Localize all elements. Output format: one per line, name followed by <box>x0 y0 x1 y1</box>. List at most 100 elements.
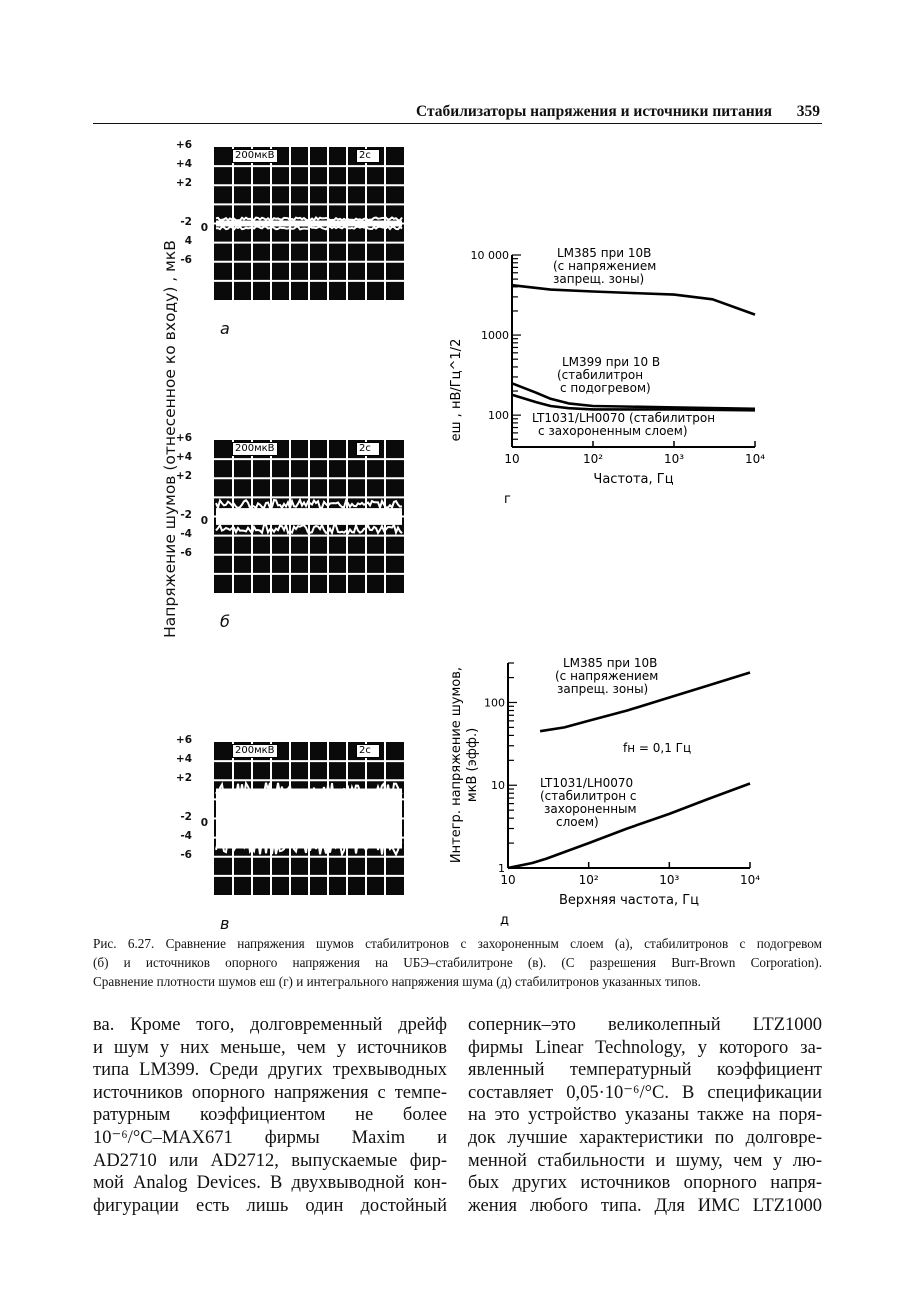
series-label: LM385 при 10В <box>557 246 651 260</box>
scope-y-tick-label: +4 <box>175 451 192 464</box>
scope-y-tick-label: +2 <box>175 177 192 190</box>
series-label: слоем) <box>556 815 599 829</box>
series-label: (стабилитрон <box>557 368 643 382</box>
scope-scale-label: 200мкВ <box>232 442 278 456</box>
series-line <box>507 782 751 870</box>
scope-y-tick-label: 0 <box>200 816 208 829</box>
text-line: явленный температурный коэффициент <box>468 1060 822 1081</box>
x-axis-label: Частота, Гц <box>593 472 673 487</box>
noise-trace-top <box>215 497 403 512</box>
scope-y-tick-label: 4 <box>184 234 192 247</box>
scope-y-tick-label: -2 <box>180 215 192 228</box>
y-axis-label: Интегр. напряжение шумов, <box>449 667 464 863</box>
scope-y-tick-label: -4 <box>180 527 192 540</box>
noise-band <box>216 220 402 227</box>
y-tick-label: 1 <box>498 862 505 875</box>
y-tick-label: 100 <box>484 696 505 709</box>
y-axis-label: мкВ (эфф.) <box>465 728 480 802</box>
text-line: соперник–это великолепный LTZ1000 <box>468 1015 822 1035</box>
text-line: типа LM399. Среди других трехвыводных <box>93 1060 447 1081</box>
series-line <box>539 671 751 733</box>
series-label: (с напряжением <box>553 259 656 273</box>
series-line <box>511 382 756 411</box>
scope-y-tick-label: 0 <box>200 514 208 527</box>
page-number: 359 <box>796 103 820 120</box>
scope-y-tick-label: +6 <box>175 432 192 445</box>
series-label: запрещ. зоны) <box>557 682 648 696</box>
panel-letter: д <box>500 913 509 928</box>
scope-y-tick-label: +6 <box>175 139 192 152</box>
noise-trace-bottom <box>215 832 403 858</box>
x-tick-label: 10² <box>579 873 599 887</box>
x-tick-label: 10 <box>500 873 515 887</box>
noise-band <box>216 508 402 525</box>
chart-annotation: fн = 0,1 Гц <box>623 741 691 755</box>
x-tick-label: 10³ <box>659 873 679 887</box>
scope-y-tick-label: +6 <box>175 734 192 747</box>
scope-scale-label: 200мкВ <box>232 149 278 163</box>
series-label: запрещ. зоны) <box>553 272 644 286</box>
panel-letter: а <box>220 319 230 338</box>
series-label: с захороненным слоем) <box>538 424 688 438</box>
x-tick-label: 10³ <box>664 452 684 466</box>
scope-time-label: 2с <box>356 744 380 758</box>
scope-y-tick-label: +4 <box>175 158 192 171</box>
series-label: (стабилитрон с <box>540 789 637 803</box>
body-right-column: соперник–это великолепный LTZ1000 фирмы … <box>468 1014 822 1217</box>
running-header-title: Стабилизаторы напряжения и источники пит… <box>415 103 772 120</box>
scope-y-tick-label: -2 <box>180 508 192 521</box>
text-line: бых других источников опорного напря- <box>468 1173 822 1194</box>
body-left-column: ва. Кроме того, долговременный дрейф и ш… <box>93 1014 447 1217</box>
x-tick-label: 10 <box>504 452 519 466</box>
caption-line: Рис. 6.27. Сравнение напряжения шумов ст… <box>93 936 822 951</box>
y-tick-label: 100 <box>488 409 509 422</box>
caption-line: (б) и источников опорного напряжения на … <box>93 955 822 970</box>
series-label: LT1031/LH0070 <box>540 776 633 790</box>
text-line: на это устройство указаны также на поря- <box>468 1105 822 1126</box>
text-line: ратурным коэффициентом не более <box>93 1105 447 1126</box>
noise-trace-bottom <box>215 225 403 231</box>
scope-scale-label: 200мкВ <box>232 744 278 758</box>
oscilloscope-screen: 200мкВ 2с <box>214 742 404 895</box>
text-line: ва. Кроме того, долговременный дрейф <box>93 1015 447 1035</box>
x-axis-label: Верхняя частота, Гц <box>559 893 699 908</box>
panel-letter: в <box>220 914 230 933</box>
x-tick-label: 10² <box>583 452 603 466</box>
text-line: источников опорного напряжения с темпе- <box>93 1082 447 1103</box>
scope-y-tick-label: -6 <box>180 848 192 861</box>
y-tick-label: 10 000 <box>471 249 510 262</box>
x-tick-label: 10⁴ <box>740 873 760 887</box>
series-line <box>511 393 756 412</box>
y-tick-label: 1000 <box>481 329 509 342</box>
caption-line: Сравнение плотности шумов eш (г) и интег… <box>93 974 701 989</box>
series-label: LM385 при 10В <box>563 656 657 670</box>
scope-y-tick-label: -4 <box>180 829 192 842</box>
x-tick-label: 10⁴ <box>745 452 765 466</box>
series-line <box>511 283 756 316</box>
y-tick-label: 10 <box>491 779 505 792</box>
scope-y-tick-label: 0 <box>200 221 208 234</box>
text-line: жения любого типа. Для ИМС LTZ1000 <box>468 1195 822 1216</box>
y-axis-label: eш , нВ/Гц^1/2 <box>449 339 464 442</box>
oscilloscope-screen: 200мкВ 2с <box>214 440 404 593</box>
scope-y-tick-label: +4 <box>175 753 192 766</box>
series-label: LM399 при 10 В <box>562 355 660 369</box>
panel-letter: г <box>504 492 511 507</box>
text-line: док лучшие характеристики по долговре- <box>468 1127 822 1148</box>
text-line: и шум у них меньше, чем у источников <box>93 1037 447 1058</box>
text-line: мой Analog Devices. В двухвыводной кон- <box>93 1173 447 1194</box>
figure-caption: Рис. 6.27. Сравнение напряжения шумов ст… <box>93 934 822 991</box>
series-label: (с напряжением <box>555 669 658 683</box>
oscilloscope-screen: 200мкВ 2с <box>214 147 404 300</box>
scope-time-label: 2с <box>356 149 380 163</box>
text-line: составляет 0,05·10⁻⁶/°C. В спецификации <box>468 1082 822 1103</box>
text-line: 10⁻⁶/°C–MAX671 фирмы Maxim и <box>93 1127 447 1148</box>
noise-trace-bottom <box>215 521 403 536</box>
scope-time-label: 2с <box>356 442 380 456</box>
panel-letter: б <box>220 612 230 631</box>
scope-y-tick-label: -6 <box>180 546 192 559</box>
text-line: фигурации есть лишь один достойный <box>93 1195 447 1216</box>
series-label: LT1031/LH0070 (стабилитрон <box>532 411 715 425</box>
noise-trace-top <box>215 780 403 804</box>
